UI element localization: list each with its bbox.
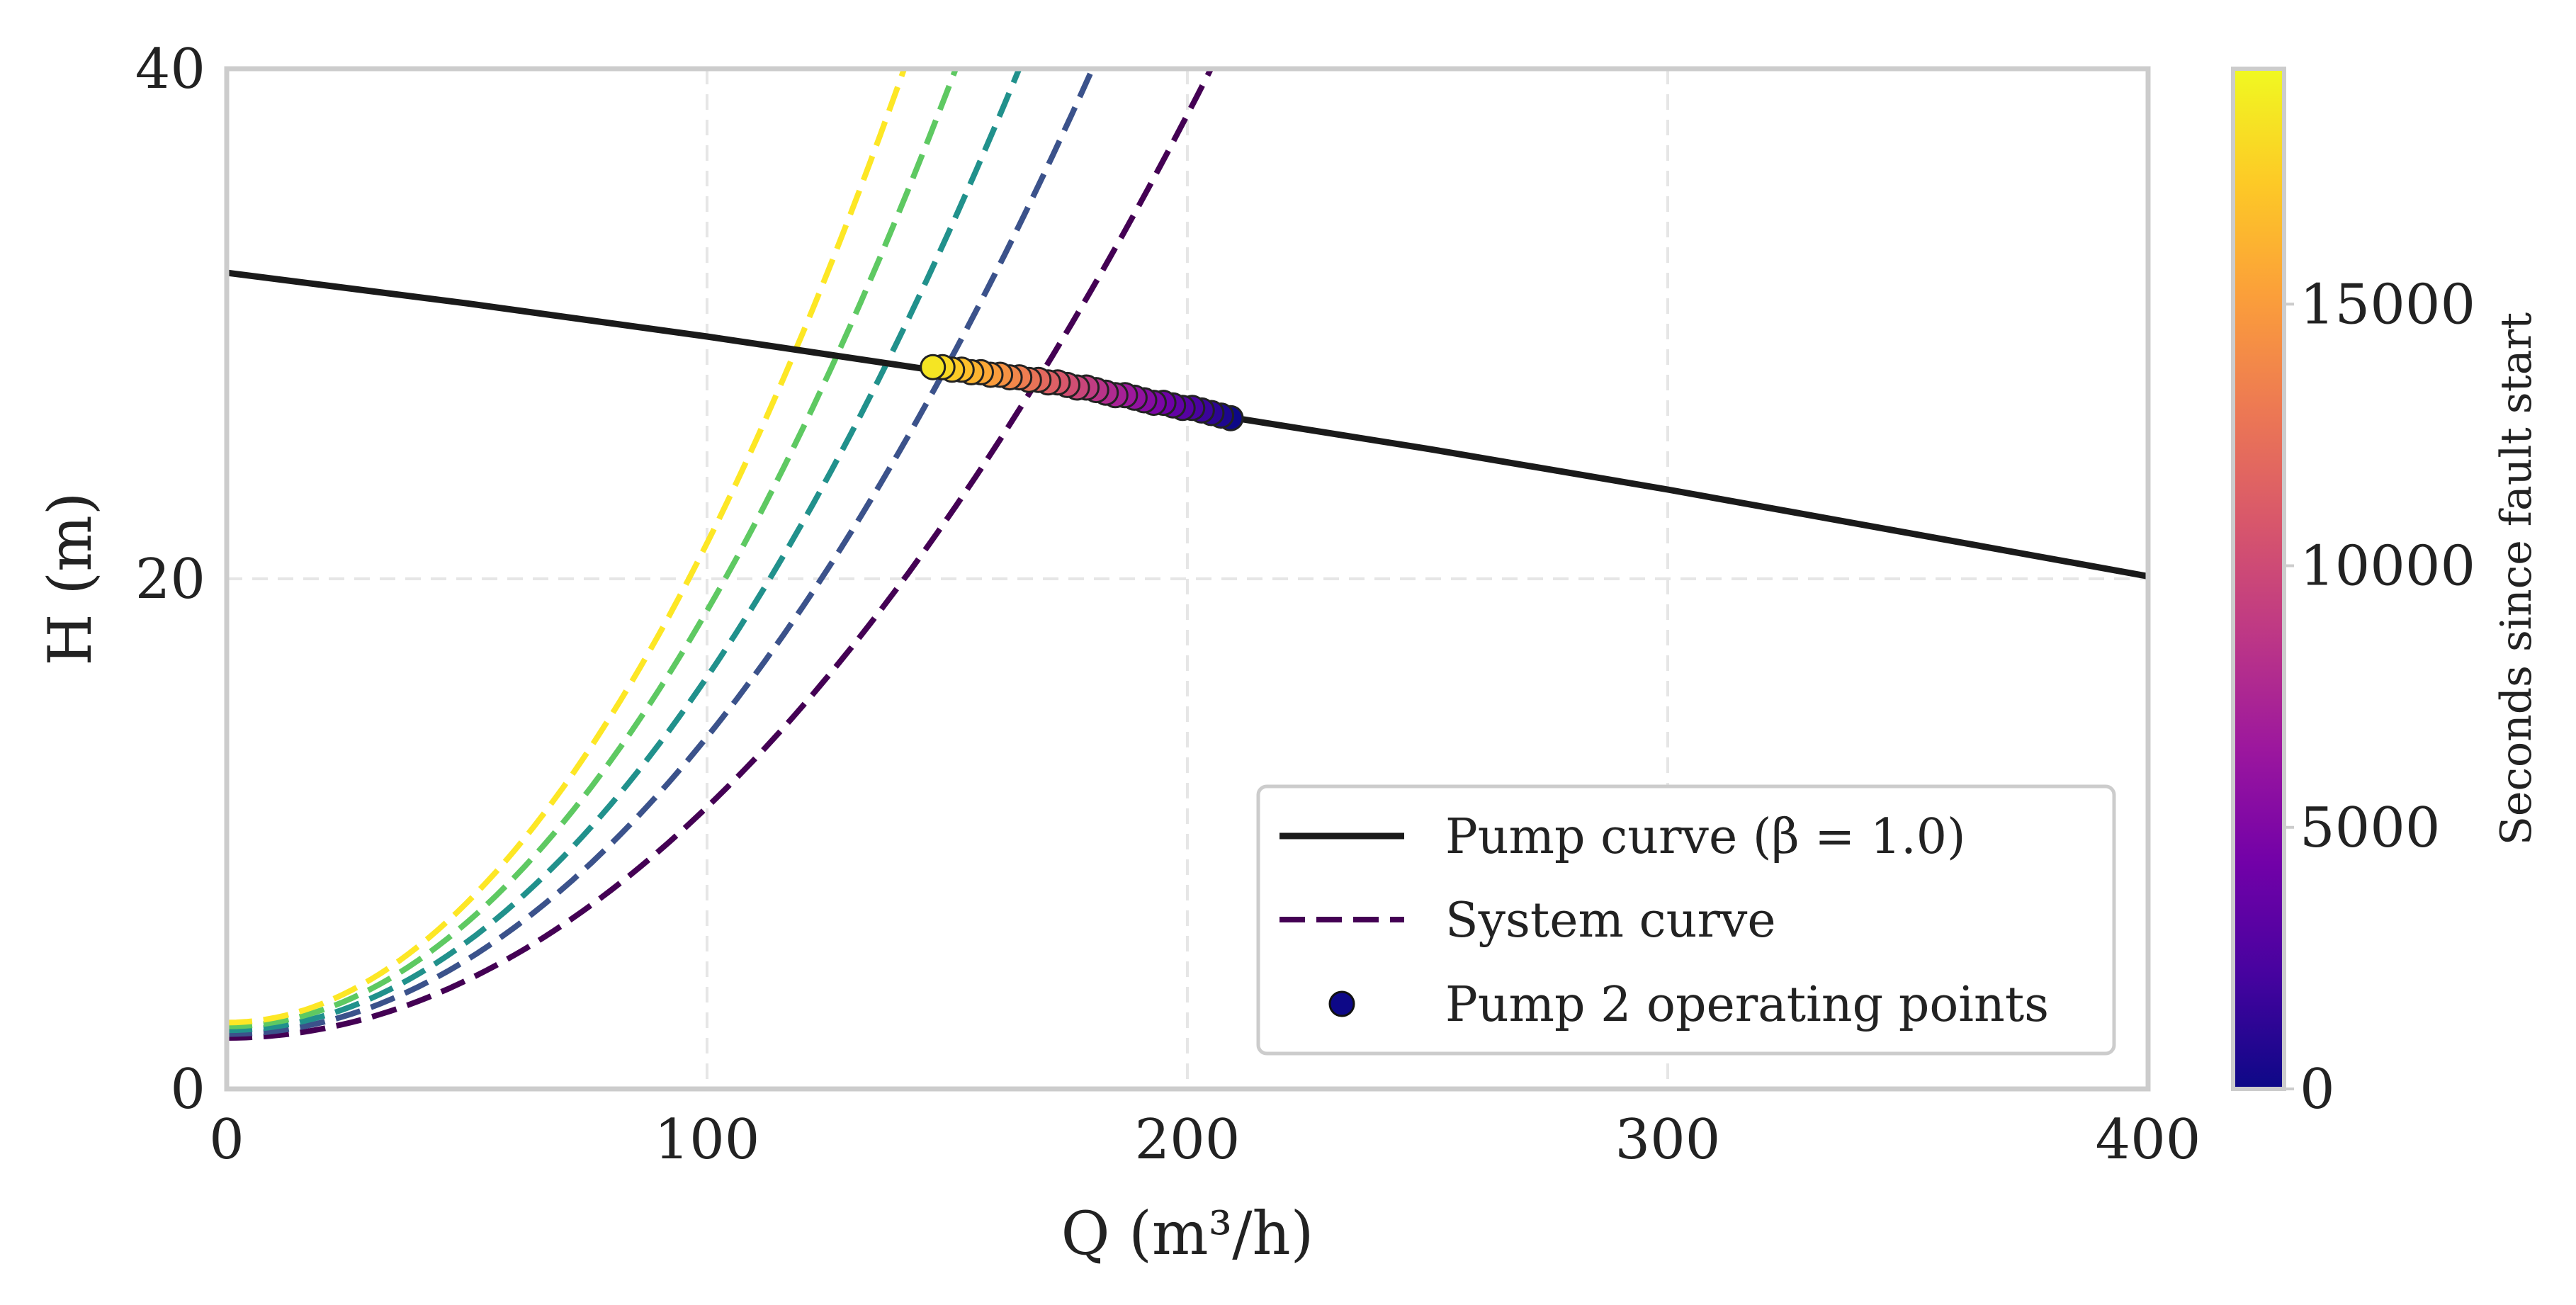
colorbar-gradient	[2231, 67, 2286, 1091]
legend-box	[1256, 784, 2116, 1056]
colorbar-tick-label: 5000	[2300, 796, 2441, 860]
colorbar-label: Seconds since fault start	[2492, 312, 2541, 846]
x-tick-label: 400	[2096, 1108, 2201, 1172]
x-tick-label: 200	[1135, 1108, 1241, 1172]
y-tick-label: 0	[170, 1058, 205, 1122]
x-tick-label: 0	[209, 1108, 244, 1172]
y-tick-label: 20	[135, 548, 205, 611]
colorbar: 0 5000 10000 15000 Seconds since fault star…	[2231, 67, 2541, 1122]
y-tick-label: 40	[135, 38, 205, 101]
operating-points	[920, 354, 1244, 431]
legend-system-label: System curve	[1445, 893, 1776, 949]
legend: Pump curve (β = 1.0) System curve Pump 2…	[1256, 784, 2116, 1056]
system-curve-4	[227, 69, 959, 1029]
x-tick-label: 300	[1615, 1108, 1721, 1172]
colorbar-tick-label: 10000	[2300, 535, 2475, 599]
plot-frame	[224, 66, 2151, 1092]
legend-pump-label: Pump curve (β = 1.0)	[1445, 809, 1966, 865]
operating-point	[920, 354, 947, 380]
x-axis-label: Q (m³/h)	[1061, 1199, 1314, 1268]
system-curve-5	[227, 69, 908, 1026]
colorbar-tick-labels: 0 5000 10000 15000	[2284, 273, 2475, 1122]
y-tick-labels: 0 20 40	[135, 38, 205, 1122]
colorbar-tick-label: 0	[2300, 1058, 2335, 1122]
colorbar-tick-label: 15000	[2300, 273, 2475, 337]
x-tick-label: 100	[655, 1108, 760, 1172]
legend-points-marker	[1328, 990, 1355, 1017]
system-curve-3	[227, 69, 1022, 1034]
system-curve-1	[227, 69, 1214, 1041]
system-curves	[227, 69, 1214, 1041]
x-tick-labels: 0 100 200 300 400	[209, 1108, 2201, 1172]
legend-points-label: Pump 2 operating points	[1445, 977, 2049, 1033]
y-axis-label: H (m)	[35, 492, 105, 665]
